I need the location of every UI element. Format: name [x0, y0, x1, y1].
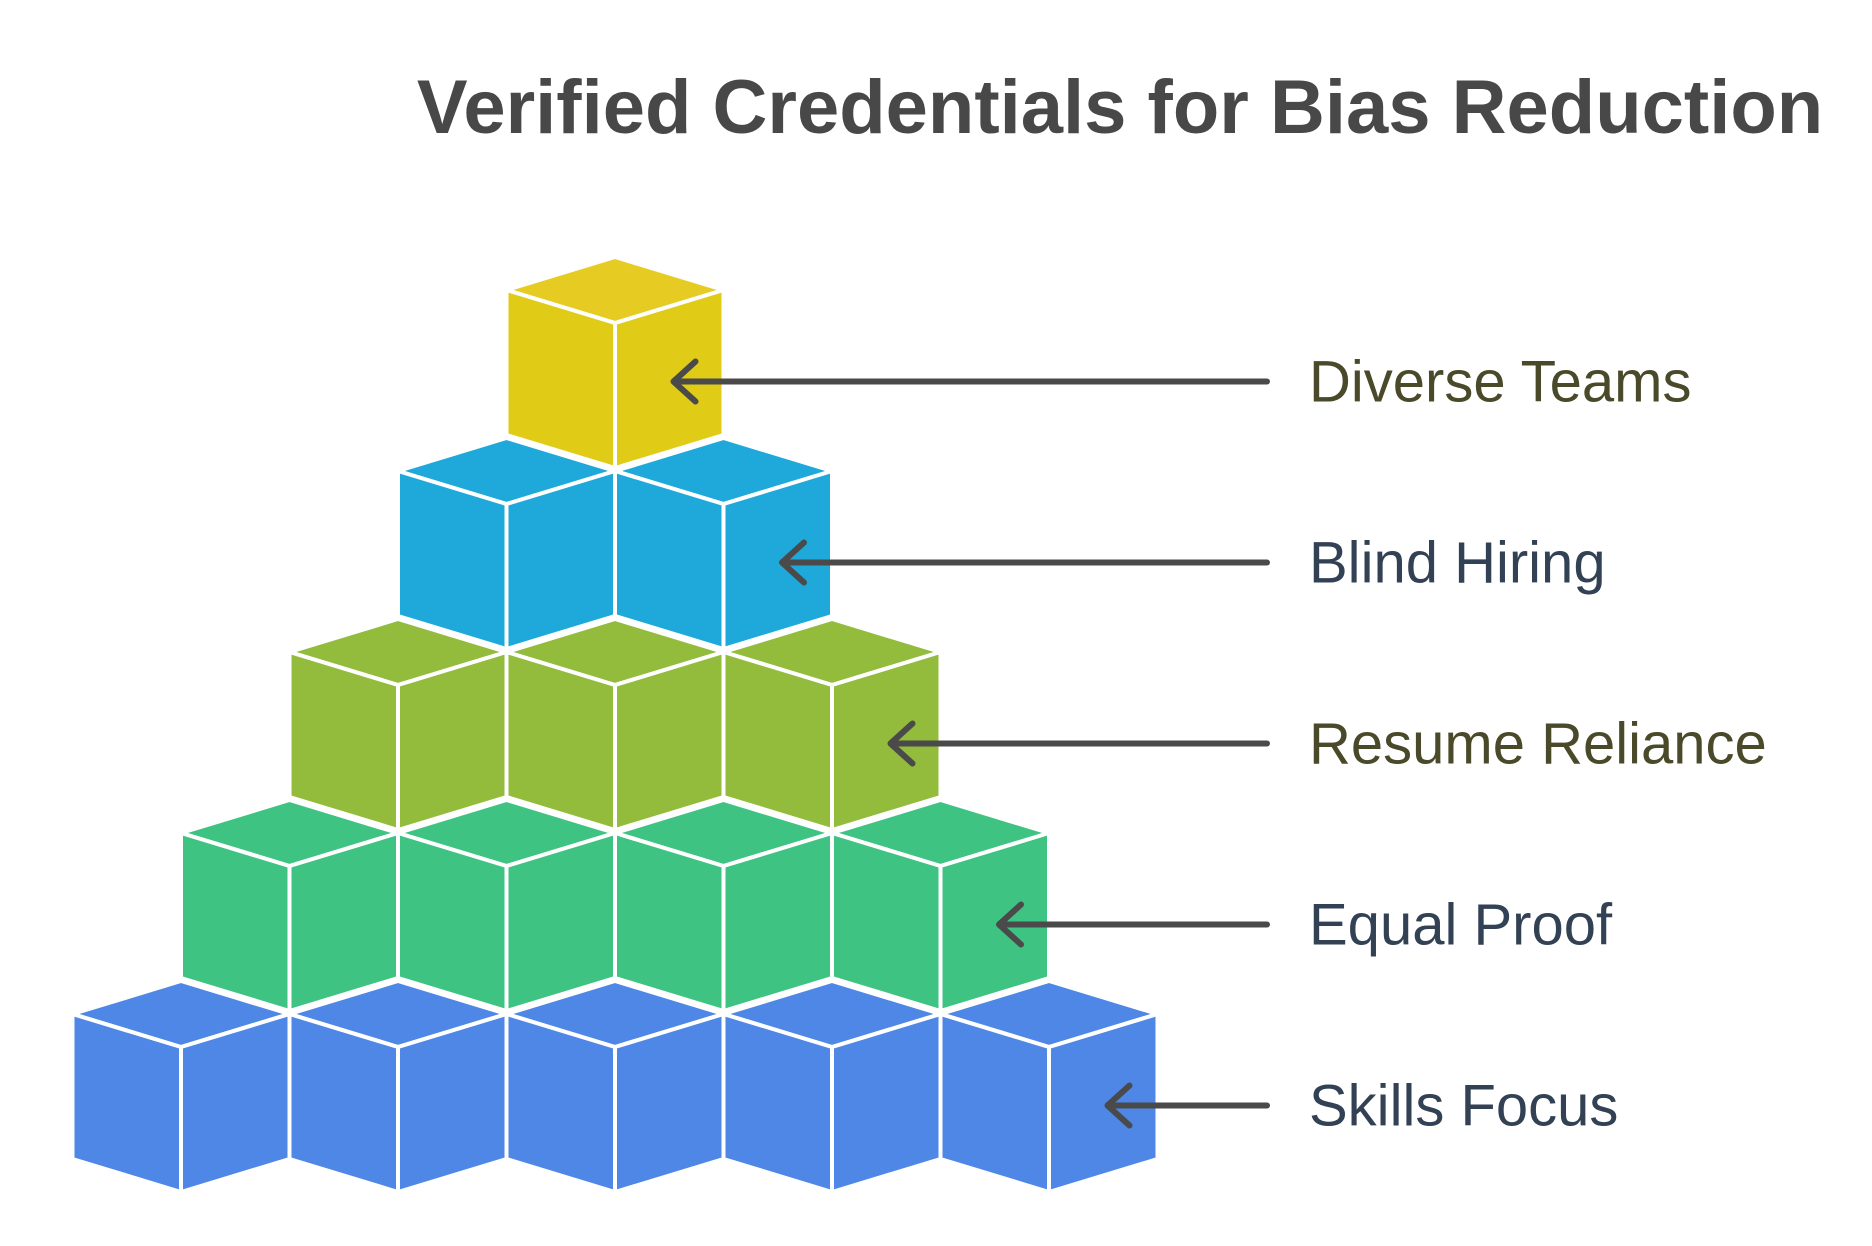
cube [396, 436, 617, 651]
cube-left-face [396, 469, 509, 651]
cube [613, 798, 834, 1013]
cube-left-face [287, 1012, 400, 1194]
cube-pyramid [70, 255, 1160, 1194]
cube [938, 979, 1160, 1194]
cube-right-face [504, 469, 617, 651]
cube-right-face [830, 1012, 943, 1194]
cube [721, 979, 943, 1194]
cube-right-face [721, 469, 834, 651]
cube-left-face [613, 469, 726, 651]
cube [179, 798, 400, 1013]
level-label: Equal Proof [1309, 893, 1613, 958]
cube-right-face [179, 1012, 292, 1194]
cube-left-face [721, 650, 834, 832]
cube-right-face [613, 650, 726, 832]
cube [70, 979, 292, 1194]
cube-right-face [396, 650, 509, 832]
cube-left-face [179, 831, 292, 1013]
cube [721, 617, 943, 832]
cube-right-face [721, 831, 834, 1013]
cube-right-face [1047, 1012, 1160, 1194]
left-arrow-icon [887, 720, 1270, 767]
cube [504, 617, 726, 832]
left-arrow-icon [1104, 1082, 1270, 1129]
cube-left-face [613, 831, 726, 1013]
cube [396, 798, 617, 1013]
left-arrow-icon [779, 539, 1270, 586]
level-label: Diverse Teams [1309, 350, 1692, 415]
diagram-title: Verified Credentials for Bias Reduction [417, 65, 1823, 150]
cube-right-face [613, 288, 726, 470]
cube-left-face [504, 650, 617, 832]
cube [504, 255, 726, 470]
cube-right-face [830, 650, 943, 832]
level-label: Skills Focus [1309, 1074, 1618, 1139]
cube-right-face [938, 831, 1051, 1013]
arrows [670, 358, 1270, 1129]
cube-right-face [613, 1012, 726, 1194]
cube-right-face [504, 831, 617, 1013]
cube-left-face [396, 831, 509, 1013]
left-arrow-icon [670, 358, 1270, 405]
cube [287, 617, 509, 832]
cube [504, 979, 726, 1194]
level-label: Resume Reliance [1309, 712, 1767, 777]
cube-left-face [721, 1012, 834, 1194]
cube-left-face [287, 650, 400, 832]
level-labels: Skills Focus Equal Proof Resume Reliance Bl… [1309, 350, 1767, 1139]
cube-right-face [396, 1012, 509, 1194]
cube-right-face [287, 831, 400, 1013]
cube [830, 798, 1051, 1013]
cube-left-face [70, 1012, 183, 1194]
cube-left-face [830, 831, 943, 1013]
cube-left-face [504, 288, 617, 470]
cube [287, 979, 509, 1194]
cube-left-face [938, 1012, 1051, 1194]
left-arrow-icon [996, 901, 1270, 948]
level-label: Blind Hiring [1309, 531, 1606, 596]
cube [613, 436, 834, 651]
cube-left-face [504, 1012, 617, 1194]
